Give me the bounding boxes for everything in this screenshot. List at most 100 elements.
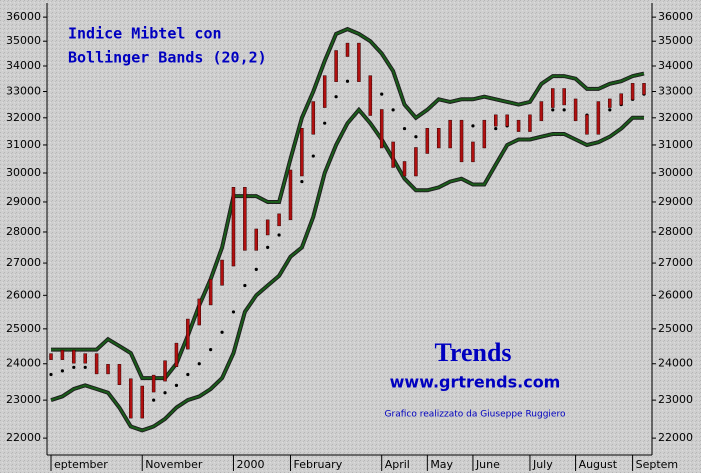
price-bar xyxy=(208,279,213,306)
y-tick-label: 26000 xyxy=(6,288,41,301)
middle-band-dot xyxy=(562,108,566,112)
y-tick-label: 29000 xyxy=(658,195,693,208)
chart-title: Indice Mibtel con xyxy=(68,25,222,43)
middle-band-dot xyxy=(231,310,236,314)
price-bar xyxy=(436,128,441,149)
price-bar xyxy=(174,342,179,367)
price-bar xyxy=(140,385,144,419)
middle-band-dot xyxy=(60,369,65,373)
middle-band-dot xyxy=(174,383,179,387)
price-bar xyxy=(516,119,521,132)
y-tick-label: 28000 xyxy=(658,225,693,238)
price-bar xyxy=(83,353,87,364)
y-tick-label: 30000 xyxy=(658,166,693,179)
price-bar xyxy=(72,349,76,364)
price-bar xyxy=(300,128,304,177)
x-tick-label: Septem xyxy=(636,458,679,471)
middle-band-dot xyxy=(186,372,190,377)
price-bar xyxy=(505,114,509,127)
chart-title: Bollinger Bands (20,2) xyxy=(68,49,267,67)
price-bar xyxy=(288,169,293,221)
middle-band-dot xyxy=(254,267,258,272)
price-bar xyxy=(585,114,589,135)
price-bar xyxy=(60,349,65,360)
price-bar xyxy=(322,75,327,108)
y-tick-label: 24000 xyxy=(658,357,693,370)
price-bar xyxy=(163,360,167,382)
price-bar xyxy=(459,119,464,163)
price-bar xyxy=(129,378,133,419)
price-bar xyxy=(551,88,555,108)
x-tick-label: February xyxy=(293,458,342,471)
brand: Trends xyxy=(434,338,511,367)
price-bar xyxy=(596,101,601,135)
y-tick-label: 23000 xyxy=(658,393,693,406)
x-tick-label: May xyxy=(430,458,453,471)
price-bar xyxy=(448,119,452,149)
price-bar xyxy=(494,114,498,127)
price-bar xyxy=(402,161,407,177)
middle-band-dot xyxy=(311,154,315,158)
y-tick-label: 27000 xyxy=(6,256,41,269)
price-bar xyxy=(573,98,578,122)
y-tick-label: 34000 xyxy=(658,59,693,72)
price-bar xyxy=(539,101,544,122)
middle-band-dot xyxy=(414,135,418,139)
y-tick-label: 36000 xyxy=(658,10,693,23)
middle-band-dot xyxy=(277,233,281,237)
y-tick-label: 34000 xyxy=(6,59,41,72)
middle-band-dot xyxy=(243,283,247,288)
price-bar xyxy=(619,93,623,106)
y-tick-label: 35000 xyxy=(658,34,693,47)
price-bar xyxy=(231,187,236,267)
price-bar xyxy=(471,141,475,163)
middle-band-dot xyxy=(83,365,87,369)
middle-band-dot xyxy=(300,179,304,184)
middle-band-dot xyxy=(402,126,407,131)
price-bar xyxy=(608,98,612,108)
middle-band-dot xyxy=(608,108,612,112)
y-tick-label: 31000 xyxy=(658,138,693,151)
price-bar xyxy=(642,83,646,95)
x-tick-label: 2000 xyxy=(236,458,264,471)
y-tick-label: 22000 xyxy=(6,431,41,444)
price-bar xyxy=(243,187,247,251)
price-bar xyxy=(368,75,373,116)
y-tick-label: 24000 xyxy=(6,357,41,370)
price-bar xyxy=(379,109,384,149)
price-bar xyxy=(197,298,201,326)
middle-band-dot xyxy=(220,330,224,334)
middle-band-dot xyxy=(334,95,338,99)
price-bar xyxy=(151,374,156,393)
x-tick-label: August xyxy=(579,458,618,471)
middle-band-dot xyxy=(49,372,53,377)
middle-band-dot xyxy=(551,108,555,112)
middle-band-dot xyxy=(345,79,350,83)
middle-band-dot xyxy=(323,121,327,125)
middle-band-dot xyxy=(471,124,475,128)
price-bar xyxy=(254,228,259,251)
price-bar xyxy=(220,259,224,286)
price-bar xyxy=(49,353,53,360)
y-tick-label: 25000 xyxy=(6,322,41,335)
price-bar xyxy=(425,128,430,154)
price-bar xyxy=(334,50,338,82)
middle-band-dot xyxy=(494,126,498,131)
y-tick-label: 25000 xyxy=(658,322,693,335)
y-tick-label: 33000 xyxy=(658,85,693,98)
credit: Grafico realizzato da Giuseppe Ruggiero xyxy=(385,410,566,420)
price-bar xyxy=(482,119,487,149)
price-bar xyxy=(345,42,350,57)
y-tick-label: 36000 xyxy=(6,10,41,23)
middle-band-dot xyxy=(197,362,201,366)
y-tick-label: 28000 xyxy=(6,225,41,238)
y-tick-label: 27000 xyxy=(658,256,693,269)
price-bar xyxy=(311,101,316,135)
price-bar xyxy=(357,42,361,82)
y-tick-label: 23000 xyxy=(6,393,41,406)
middle-band-dot xyxy=(266,245,270,249)
price-bar xyxy=(265,219,270,236)
price-bar xyxy=(630,83,635,100)
y-tick-label: 31000 xyxy=(6,138,41,151)
